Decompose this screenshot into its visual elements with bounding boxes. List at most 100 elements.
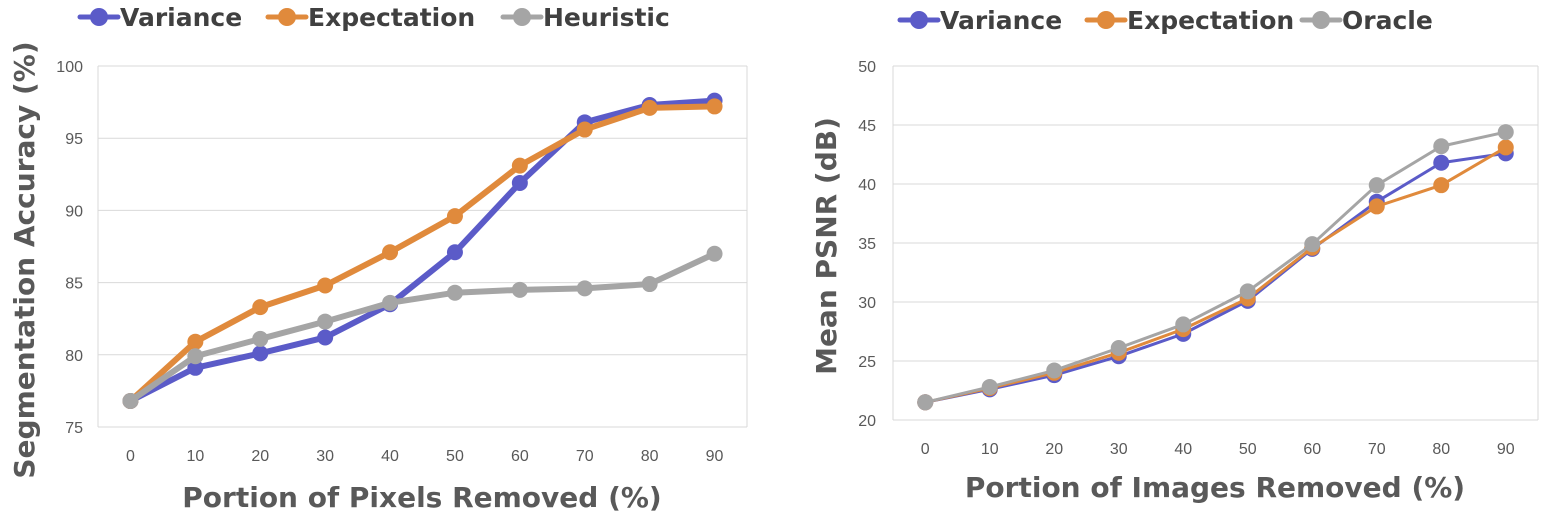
y-tick-label: 100 — [56, 59, 83, 76]
legend-marker — [910, 11, 928, 29]
data-point — [511, 174, 528, 191]
data-point — [576, 280, 593, 297]
series-heuristic — [122, 245, 723, 410]
y-tick-label: 80 — [65, 348, 83, 365]
data-point — [1046, 362, 1063, 379]
data-point — [446, 208, 463, 225]
legend-entry: Oracle — [1299, 6, 1433, 35]
y-tick-label: 45 — [858, 118, 876, 135]
series-expectation — [122, 98, 723, 410]
data-point — [1368, 177, 1385, 194]
y-tick-label: 35 — [858, 236, 876, 253]
legend-entry: Expectation — [265, 3, 475, 32]
x-tick-label: 0 — [921, 441, 930, 458]
legend-label: Heuristic — [543, 3, 670, 32]
series-line — [923, 151, 1508, 404]
data-point — [706, 98, 723, 115]
x-tick-label: 0 — [126, 448, 135, 465]
data-point — [122, 393, 139, 410]
x-tick-label: 30 — [1110, 441, 1128, 458]
data-point — [252, 345, 269, 362]
data-point — [1110, 340, 1127, 357]
data-point — [1239, 283, 1256, 300]
data-point — [981, 378, 998, 395]
x-tick-label: 80 — [641, 448, 659, 465]
legend-label: Variance — [940, 6, 1062, 35]
data-point — [187, 348, 204, 365]
series-variance — [122, 92, 723, 410]
data-point — [1368, 198, 1385, 215]
legend-label: Oracle — [1342, 6, 1433, 35]
series-oracle — [917, 124, 1514, 411]
data-point — [511, 281, 528, 298]
legend-marker — [278, 8, 296, 26]
y-axis-title: Segmentation Accuracy (%) — [8, 41, 41, 478]
data-point — [511, 157, 528, 174]
x-tick-label: 70 — [576, 448, 594, 465]
series-line — [127, 103, 718, 405]
legend-marker — [90, 8, 108, 26]
data-point — [382, 294, 399, 311]
series-line — [127, 250, 718, 405]
data-point — [252, 299, 269, 316]
x-tick-label: 70 — [1368, 441, 1386, 458]
data-point — [382, 244, 399, 261]
data-point — [1433, 177, 1450, 194]
data-point — [187, 359, 204, 376]
x-tick-label: 10 — [981, 441, 999, 458]
y-tick-label: 25 — [858, 354, 876, 371]
x-tick-label: 40 — [381, 448, 399, 465]
y-tick-label: 30 — [858, 295, 876, 312]
data-point — [641, 276, 658, 293]
y-tick-label: 90 — [65, 203, 83, 220]
x-tick-label: 40 — [1174, 441, 1192, 458]
x-tick-label: 80 — [1432, 441, 1450, 458]
x-tick-label: 30 — [316, 448, 334, 465]
x-tick-label: 60 — [1303, 441, 1321, 458]
data-point — [706, 245, 723, 262]
y-tick-label: 40 — [858, 177, 876, 194]
y-tick-label: 75 — [65, 420, 83, 437]
data-point — [252, 330, 269, 347]
y-tick-label: 50 — [858, 59, 876, 76]
legend-marker — [1097, 11, 1115, 29]
x-tick-label: 90 — [706, 448, 724, 465]
data-point — [446, 284, 463, 301]
series-line — [923, 145, 1508, 404]
data-point — [446, 244, 463, 261]
data-point — [317, 313, 334, 330]
series-variance — [917, 145, 1514, 411]
data-point — [1175, 316, 1192, 333]
x-axis-title: Portion of Images Removed (%) — [965, 471, 1465, 504]
legend-entry: Heuristic — [500, 3, 670, 32]
chart-1: 75 80 85 90 95 100 0 10 20 30 40 50 60 70 80 90 Portion … — [8, 3, 748, 514]
legend-entry: Expectation — [1084, 6, 1294, 35]
x-axis-title: Portion of Pixels Removed (%) — [182, 481, 661, 514]
legend-label: Expectation — [308, 3, 475, 32]
series-line — [127, 97, 718, 405]
chart-2: 20 25 30 35 40 45 50 0 10 20 30 40 50 60 70 80 90 Portion… — [810, 6, 1539, 504]
data-point — [317, 277, 334, 294]
data-point — [1433, 138, 1450, 155]
x-tick-label: 20 — [251, 448, 269, 465]
x-tick-label: 20 — [1045, 441, 1063, 458]
x-tick-label: 50 — [446, 448, 464, 465]
legend-label: Expectation — [1127, 6, 1294, 35]
x-tick-label: 10 — [186, 448, 204, 465]
data-point — [576, 121, 593, 138]
y-tick-label: 85 — [65, 276, 83, 293]
x-tick-label: 90 — [1497, 441, 1515, 458]
data-point — [917, 394, 934, 411]
y-tick-label: 95 — [65, 131, 83, 148]
y-tick-label: 20 — [858, 413, 876, 430]
data-point — [1304, 236, 1321, 253]
series-line — [923, 130, 1508, 404]
series-expectation — [917, 139, 1514, 411]
x-tick-label: 60 — [511, 448, 529, 465]
data-point — [1497, 124, 1514, 141]
legend-marker — [1312, 11, 1330, 29]
x-tick-label: 50 — [1239, 441, 1257, 458]
y-axis-title: Mean PSNR (dB) — [810, 117, 843, 375]
data-point — [187, 333, 204, 350]
